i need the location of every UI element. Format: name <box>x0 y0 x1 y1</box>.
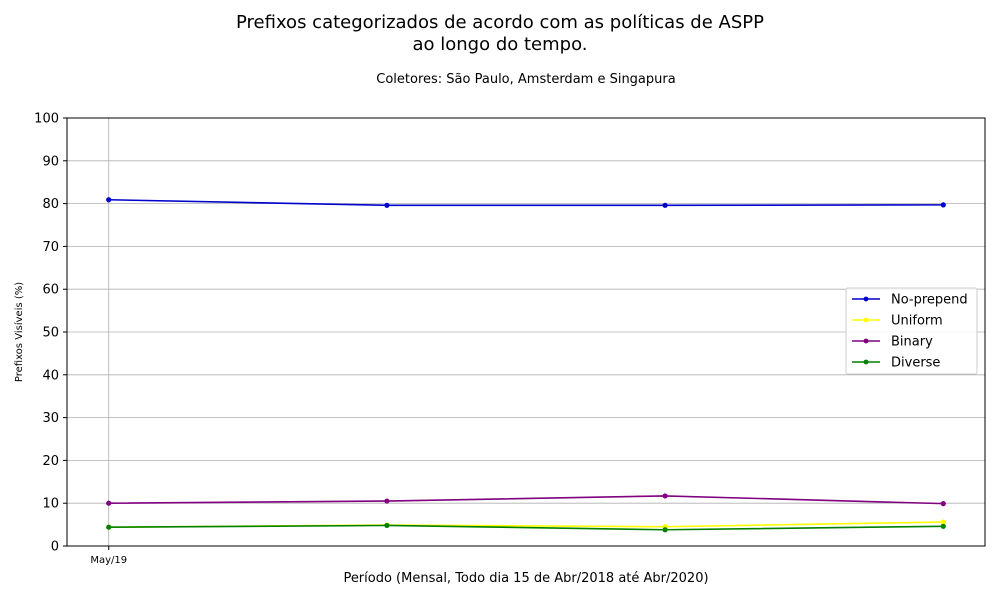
legend-frame <box>845 287 978 375</box>
data-point-diverse <box>106 524 112 530</box>
legend-marker-diverse <box>863 359 869 365</box>
legend-label-binary: Binary <box>891 335 933 350</box>
series-line-no-prepend <box>108 198 944 207</box>
legend-marker-binary <box>863 338 869 344</box>
data-point-no-prepend <box>106 197 112 203</box>
x-axis-label: Período (Mensal, Todo dia 15 de Abr/2018… <box>343 571 708 586</box>
legend-label-no-prepend: No-prepend <box>891 293 968 308</box>
y-tick-label: 80 <box>42 197 59 212</box>
chart-subtitle: Coletores: São Paulo, Amsterdam e Singap… <box>376 72 675 87</box>
legend-marker-uniform <box>863 317 869 323</box>
data-point-binary <box>384 498 390 504</box>
data-point-uniform <box>940 519 946 525</box>
data-point-binary <box>940 501 946 507</box>
series-line-diverse <box>108 524 944 531</box>
data-point-binary <box>106 500 112 506</box>
y-tick-label: 20 <box>42 454 59 469</box>
y-tick-label: 90 <box>42 154 59 169</box>
x-axis: May/19 <box>90 546 127 566</box>
data-point-no-prepend <box>940 202 946 208</box>
legend: No-prepend Uniform Binary Diverse <box>845 287 978 375</box>
y-axis: 0 10 20 30 40 50 60 70 80 90 100 <box>34 112 67 555</box>
chart-title-line2: ao longo do tempo. <box>412 34 587 55</box>
data-point-diverse <box>384 522 390 529</box>
y-axis-label: Prefixos Visíveis (%) <box>13 282 25 382</box>
y-tick-label: 60 <box>42 283 59 298</box>
legend-label-uniform: Uniform <box>891 314 943 329</box>
y-tick-label: 0 <box>51 540 59 555</box>
legend-label-diverse: Diverse <box>891 356 940 371</box>
series-group <box>106 197 946 533</box>
y-tick-label: 10 <box>42 497 59 512</box>
y-tick-label: 40 <box>42 368 59 383</box>
legend-marker-no-prepend <box>863 296 869 302</box>
x-tick-label: May/19 <box>90 555 127 566</box>
data-point-no-prepend <box>384 202 390 208</box>
data-point-diverse <box>662 527 668 533</box>
y-tick-label: 30 <box>42 411 59 426</box>
series-line-binary <box>108 495 944 505</box>
y-tick-label: 100 <box>34 112 59 127</box>
chart-title: Prefixos categorizados de acordo com as … <box>236 12 764 33</box>
y-tick-label: 50 <box>42 326 59 341</box>
data-point-no-prepend <box>662 202 668 208</box>
y-tick-label: 70 <box>42 240 59 255</box>
data-point-binary <box>662 493 668 499</box>
data-point-diverse <box>940 523 946 529</box>
